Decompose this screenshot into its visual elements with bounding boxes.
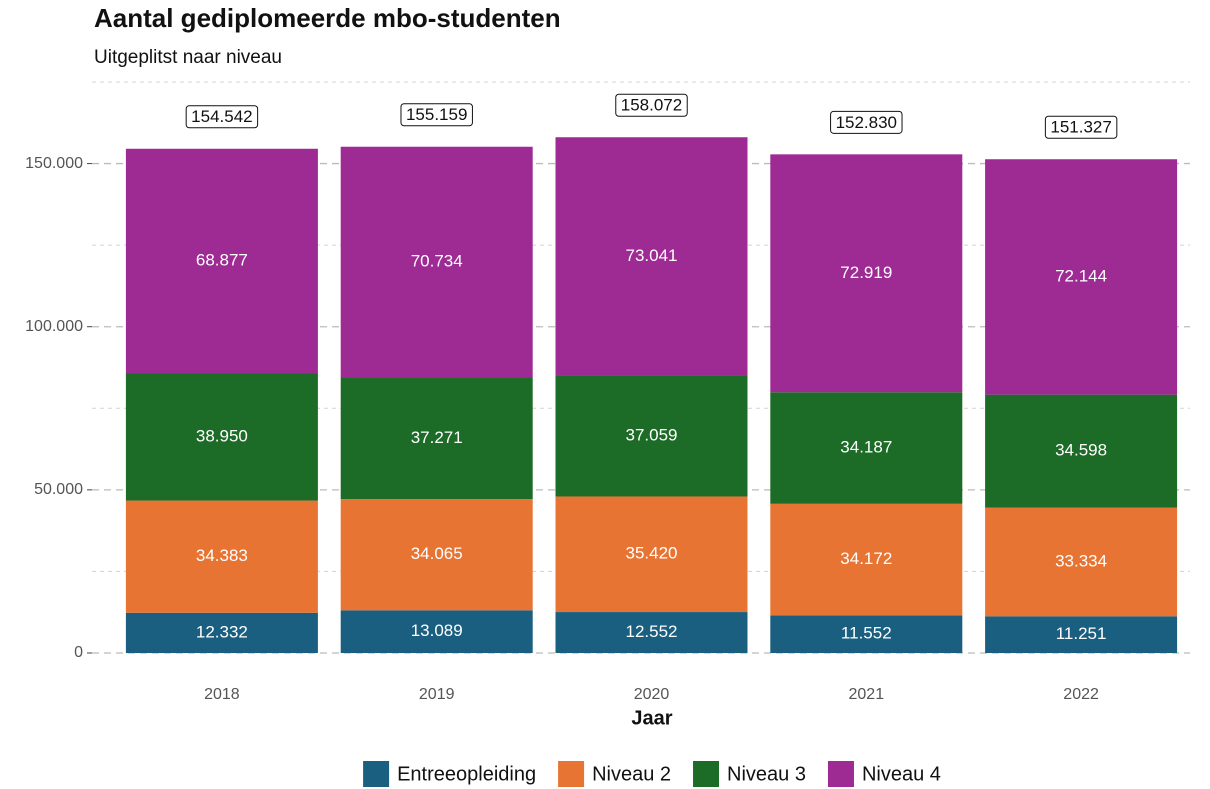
segment-label: 34.598 bbox=[1055, 441, 1107, 460]
segment-label: 11.552 bbox=[841, 624, 892, 643]
bar-segment bbox=[985, 507, 1178, 617]
segment-label: 11.251 bbox=[1056, 624, 1107, 643]
bar-segment bbox=[555, 496, 748, 613]
bar-segment bbox=[985, 159, 1178, 395]
bar-segment bbox=[125, 612, 318, 653]
chart-subtitle: Uitgeplitst naar niveau bbox=[94, 47, 282, 68]
segment-label: 33.334 bbox=[1055, 551, 1107, 570]
bar-segment bbox=[555, 375, 748, 497]
bar-segment bbox=[125, 500, 318, 613]
bar-segment bbox=[770, 615, 963, 653]
bar-segment bbox=[770, 503, 963, 616]
segment-label: 37.059 bbox=[626, 425, 678, 444]
segment-label: 34.383 bbox=[196, 546, 248, 565]
total-label-box bbox=[400, 103, 473, 127]
legend-label: Niveau 3 bbox=[727, 763, 806, 785]
total-label: 151.327 bbox=[1050, 118, 1111, 137]
x-tick-label: 2019 bbox=[419, 686, 455, 703]
bar-segment bbox=[555, 137, 748, 376]
segment-label: 37.271 bbox=[411, 428, 463, 447]
y-tick-label: 100.000 bbox=[25, 318, 83, 335]
total-label: 158.072 bbox=[621, 96, 682, 115]
segment-label: 12.332 bbox=[196, 622, 248, 641]
plot-area: 0 50.000 100.000 150.000 2018 12.332 34.383 38.… bbox=[25, 81, 1190, 703]
bar-segment bbox=[125, 148, 318, 374]
segment-label: 38.950 bbox=[196, 427, 248, 446]
total-label-box bbox=[185, 105, 259, 129]
legend-label: Entreeopleiding bbox=[397, 763, 536, 785]
segment-label: 70.734 bbox=[411, 252, 463, 271]
bar-segment bbox=[340, 377, 533, 500]
segment-label: 34.065 bbox=[411, 544, 463, 563]
bar-segment bbox=[770, 154, 963, 393]
segment-label: 12.552 bbox=[626, 622, 678, 641]
total-label: 155.159 bbox=[406, 105, 467, 124]
bar-segment bbox=[340, 499, 533, 611]
x-tick-label: 2022 bbox=[1063, 686, 1099, 703]
segment-label: 13.089 bbox=[411, 621, 463, 640]
bar-segment bbox=[340, 610, 533, 653]
total-label-box bbox=[1044, 115, 1118, 139]
segment-label: 73.041 bbox=[626, 246, 678, 265]
legend-label: Niveau 4 bbox=[862, 763, 941, 785]
total-label: 154.542 bbox=[191, 107, 252, 126]
legend-swatch bbox=[558, 761, 585, 787]
bar-segment bbox=[555, 612, 748, 653]
y-tick-label: 50.000 bbox=[34, 481, 83, 498]
bar-segment bbox=[340, 146, 533, 378]
legend-swatch bbox=[827, 761, 854, 787]
legend: Entreeopleiding Niveau 2 Niveau 3 Niveau 4 bbox=[363, 761, 941, 787]
x-tick-label: 2018 bbox=[204, 686, 240, 703]
y-tick-label: 0 bbox=[74, 644, 83, 661]
bar-segment bbox=[985, 616, 1178, 653]
segment-label: 68.877 bbox=[196, 251, 248, 270]
segment-label: 72.144 bbox=[1055, 266, 1107, 285]
bar-segment bbox=[125, 373, 318, 501]
segment-label: 35.420 bbox=[626, 544, 678, 563]
bar-segment bbox=[770, 392, 963, 504]
segment-label: 34.187 bbox=[840, 438, 892, 457]
x-tick-label: 2021 bbox=[849, 686, 885, 703]
y-tick-label: 150.000 bbox=[25, 155, 83, 172]
total-label: 152.830 bbox=[836, 113, 897, 132]
x-tick-label: 2020 bbox=[634, 686, 670, 703]
chart-title: Aantal gediplomeerde mbo-studenten bbox=[94, 3, 561, 33]
legend-swatch bbox=[693, 761, 720, 787]
segment-label: 34.172 bbox=[840, 549, 892, 568]
segment-label: 72.919 bbox=[840, 263, 892, 282]
total-label-box bbox=[615, 93, 688, 117]
legend-label: Niveau 2 bbox=[592, 763, 671, 785]
x-axis-title: Jaar bbox=[631, 707, 672, 729]
total-label-box bbox=[830, 110, 903, 134]
legend-swatch bbox=[363, 761, 390, 787]
bar-segment bbox=[985, 394, 1178, 508]
